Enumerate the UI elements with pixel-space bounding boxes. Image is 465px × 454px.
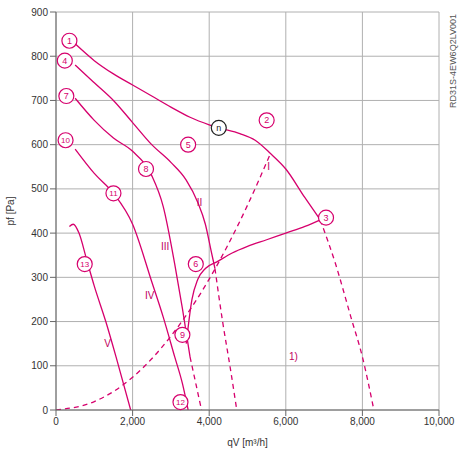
svg-text:n: n xyxy=(216,123,221,133)
svg-text:600: 600 xyxy=(31,139,48,150)
svg-text:8,000: 8,000 xyxy=(350,416,375,427)
svg-text:11: 11 xyxy=(109,189,118,198)
svg-text:10: 10 xyxy=(61,136,70,145)
svg-text:100: 100 xyxy=(31,360,48,371)
svg-text:500: 500 xyxy=(31,183,48,194)
svg-text:800: 800 xyxy=(31,51,48,62)
svg-text:qV [m³/h]: qV [m³/h] xyxy=(227,437,268,448)
svg-text:9: 9 xyxy=(180,330,185,340)
svg-text:III: III xyxy=(161,241,169,252)
svg-text:1): 1) xyxy=(289,351,298,362)
svg-text:6,000: 6,000 xyxy=(273,416,298,427)
svg-text:12: 12 xyxy=(176,398,185,407)
svg-text:8: 8 xyxy=(143,164,148,174)
svg-text:200: 200 xyxy=(31,316,48,327)
svg-text:6: 6 xyxy=(193,259,198,269)
svg-text:IV: IV xyxy=(145,290,155,301)
svg-text:4: 4 xyxy=(62,56,67,66)
svg-text:0: 0 xyxy=(53,416,59,427)
svg-text:0: 0 xyxy=(42,405,48,416)
svg-text:7: 7 xyxy=(64,91,69,101)
svg-text:2,000: 2,000 xyxy=(120,416,145,427)
svg-text:300: 300 xyxy=(31,272,48,283)
svg-text:13: 13 xyxy=(80,260,89,269)
svg-text:4,000: 4,000 xyxy=(197,416,222,427)
svg-text:10,000: 10,000 xyxy=(424,416,455,427)
svg-text:900: 900 xyxy=(31,7,48,18)
svg-text:I: I xyxy=(267,161,270,172)
svg-text:RD31S-4EW6Q2LV001: RD31S-4EW6Q2LV001 xyxy=(448,14,458,108)
svg-text:5: 5 xyxy=(186,140,191,150)
svg-text:1: 1 xyxy=(67,36,72,46)
svg-text:3: 3 xyxy=(324,213,329,223)
svg-text:pf [Pa]: pf [Pa] xyxy=(5,196,16,225)
svg-text:V: V xyxy=(104,338,111,349)
svg-text:II: II xyxy=(197,197,203,208)
svg-text:400: 400 xyxy=(31,228,48,239)
svg-text:2: 2 xyxy=(264,115,269,125)
svg-text:700: 700 xyxy=(31,95,48,106)
